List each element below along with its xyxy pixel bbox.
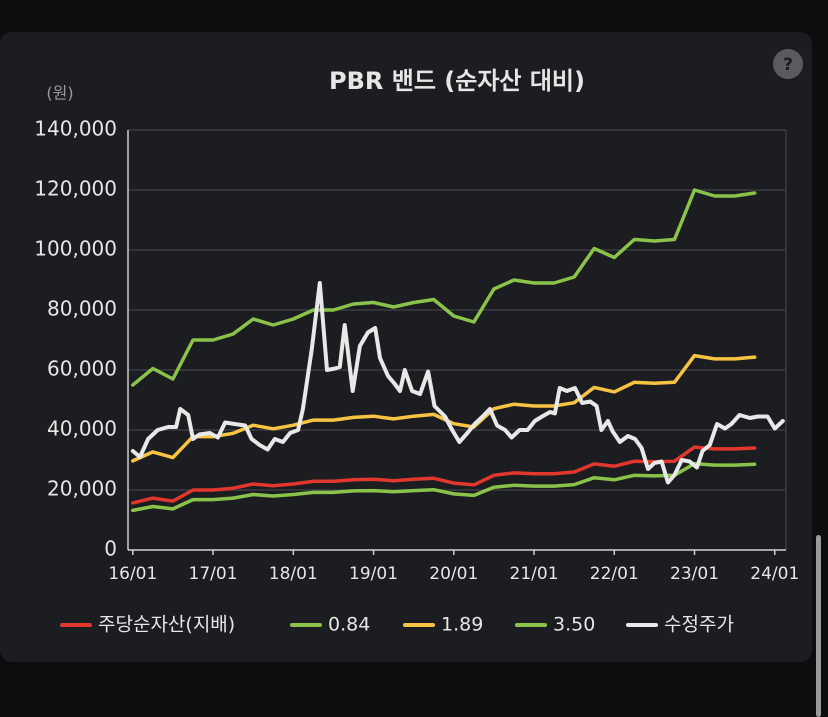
y-tick-label: 0 [104,537,117,561]
x-tick-label: 20/01 [429,564,478,584]
help-icon[interactable]: ? [783,55,793,75]
x-tick-label: 24/01 [750,564,799,584]
y-tick-label: 100,000 [34,237,117,261]
y-tick-label: 60,000 [47,357,117,381]
help-button[interactable] [773,49,803,79]
y-tick-label: 120,000 [34,177,117,201]
x-tick-label: 22/01 [590,564,639,584]
series-line [131,461,757,513]
x-tick-label: 23/01 [670,564,719,584]
x-tick-label: 19/01 [349,564,398,584]
legend-label: 주당순자산(지배) [98,614,235,636]
scrollbar [816,535,821,717]
legend-label: 1.89 [441,614,483,636]
legend-label: 0.84 [328,614,370,636]
chart-title: PBR 밴드 (순자산 대비) [329,67,585,95]
y-axis-label: (원) [46,84,73,103]
series-line [131,188,757,387]
x-tick-label: 18/01 [269,564,318,584]
x-tick-label: 17/01 [189,564,238,584]
x-tick-label: 21/01 [510,564,559,584]
legend-label: 수정주가 [664,614,734,636]
x-tick-label: 16/01 [108,564,157,584]
y-tick-label: 80,000 [47,297,117,321]
legend-label: 3.50 [553,614,595,636]
y-tick-label: 40,000 [47,417,117,441]
y-tick-label: 140,000 [34,117,117,141]
series-line [131,353,757,463]
series-line [130,281,785,485]
series-line [131,445,757,505]
y-tick-label: 20,000 [47,477,117,501]
